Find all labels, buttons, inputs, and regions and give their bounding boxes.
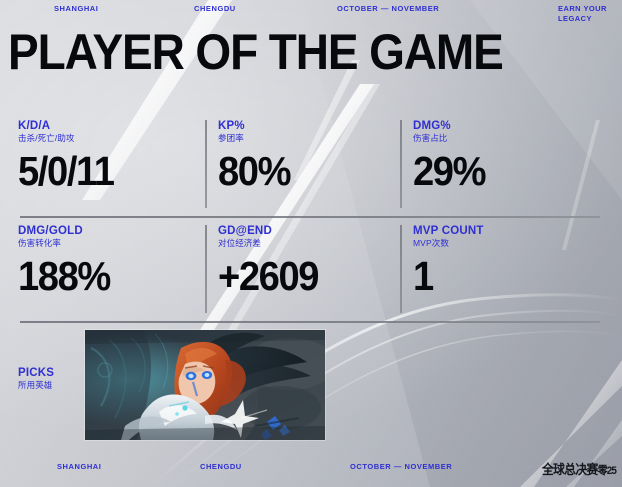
picks-label-cn: 所用英雄 <box>18 380 53 390</box>
worlds-logo-year: 零25 <box>597 465 617 477</box>
worlds-logo: 全球总决赛零25 <box>537 460 617 480</box>
divider-vertical-1b <box>400 120 402 208</box>
stat-label-cn-mvp-count: MVP次数 <box>413 238 449 248</box>
champion-splash-art <box>85 330 325 440</box>
stat-label-cn-kp: 参团率 <box>218 133 244 143</box>
stat-label-en-kda: K/D/A <box>18 120 51 132</box>
divider-vertical-2a <box>205 225 207 313</box>
picks-section: PICKS 所用英雄 <box>0 325 622 445</box>
stat-value-kp: 80% <box>218 148 292 194</box>
stat-card-kda: K/D/A 击杀/死亡/助攻 5/0/11 <box>18 112 121 215</box>
stat-label-cn-kda: 击杀/死亡/助攻 <box>18 133 75 143</box>
header-tagline: EARN YOUR LEGACY <box>558 4 607 23</box>
stats-row-2: DMG/GOLD 伤害转化率 188% GD@END 对位经济差 +2609 M… <box>0 217 622 320</box>
stats-grid: K/D/A 击杀/死亡/助攻 5/0/11 KP% 参团率 80% DMG% 伤… <box>0 112 622 323</box>
stat-card-kp: KP% 参团率 80% <box>218 112 296 215</box>
stat-value-gd-at-end: +2609 <box>218 253 320 299</box>
bottom-bar: SHANGHAI CHENGDU OCTOBER — NOVEMBER 全球总决… <box>0 459 622 483</box>
footer-date-range: OCTOBER — NOVEMBER <box>350 462 453 471</box>
stat-card-mvp-count: MVP COUNT MVP次数 1 <box>413 217 484 320</box>
stats-row-1: K/D/A 击杀/死亡/助攻 5/0/11 KP% 参团率 80% DMG% 伤… <box>0 112 622 215</box>
stat-label-en-dmg-gold: DMG/GOLD <box>18 225 83 237</box>
divider-vertical-1a <box>205 120 207 208</box>
header-city-chengdu: CHENGDU <box>194 4 236 13</box>
divider-horizontal-2 <box>20 321 600 323</box>
stat-value-dmg-gold: 188% <box>18 253 111 299</box>
stat-label-en-kp: KP% <box>218 120 245 132</box>
header-city-shanghai: SHANGHAI <box>54 4 99 13</box>
page-title: PLAYER OF THE GAME <box>8 24 504 80</box>
worlds-logo-text: 全球总决赛 <box>541 462 598 477</box>
header-date-range: OCTOBER — NOVEMBER <box>337 4 440 13</box>
stat-card-dmg-pct: DMG% 伤害占比 29% <box>413 112 491 215</box>
stat-label-en-dmg-pct: DMG% <box>413 120 451 132</box>
stat-label-cn-gd-at-end: 对位经济差 <box>218 238 262 248</box>
stat-label-cn-dmg-gold: 伤害转化率 <box>18 238 62 248</box>
stat-value-kda: 5/0/11 <box>18 148 115 194</box>
stat-card-gd-at-end: GD@END 对位经济差 +2609 <box>218 217 326 320</box>
stat-label-cn-dmg-pct: 伤害占比 <box>413 133 448 143</box>
stat-label-en-gd-at-end: GD@END <box>218 225 272 237</box>
stat-value-dmg-pct: 29% <box>413 148 487 194</box>
stat-card-dmg-gold: DMG/GOLD 伤害转化率 188% <box>18 217 117 320</box>
divider-vertical-2b <box>400 225 402 313</box>
stat-label-en-mvp-count: MVP COUNT <box>413 225 484 237</box>
picks-label-group: PICKS 所用英雄 <box>18 367 54 391</box>
footer-city-shanghai: SHANGHAI <box>57 462 102 471</box>
picks-label-en: PICKS <box>18 367 55 379</box>
stat-value-mvp-count: 1 <box>413 253 434 299</box>
footer-city-chengdu: CHENGDU <box>200 462 242 471</box>
